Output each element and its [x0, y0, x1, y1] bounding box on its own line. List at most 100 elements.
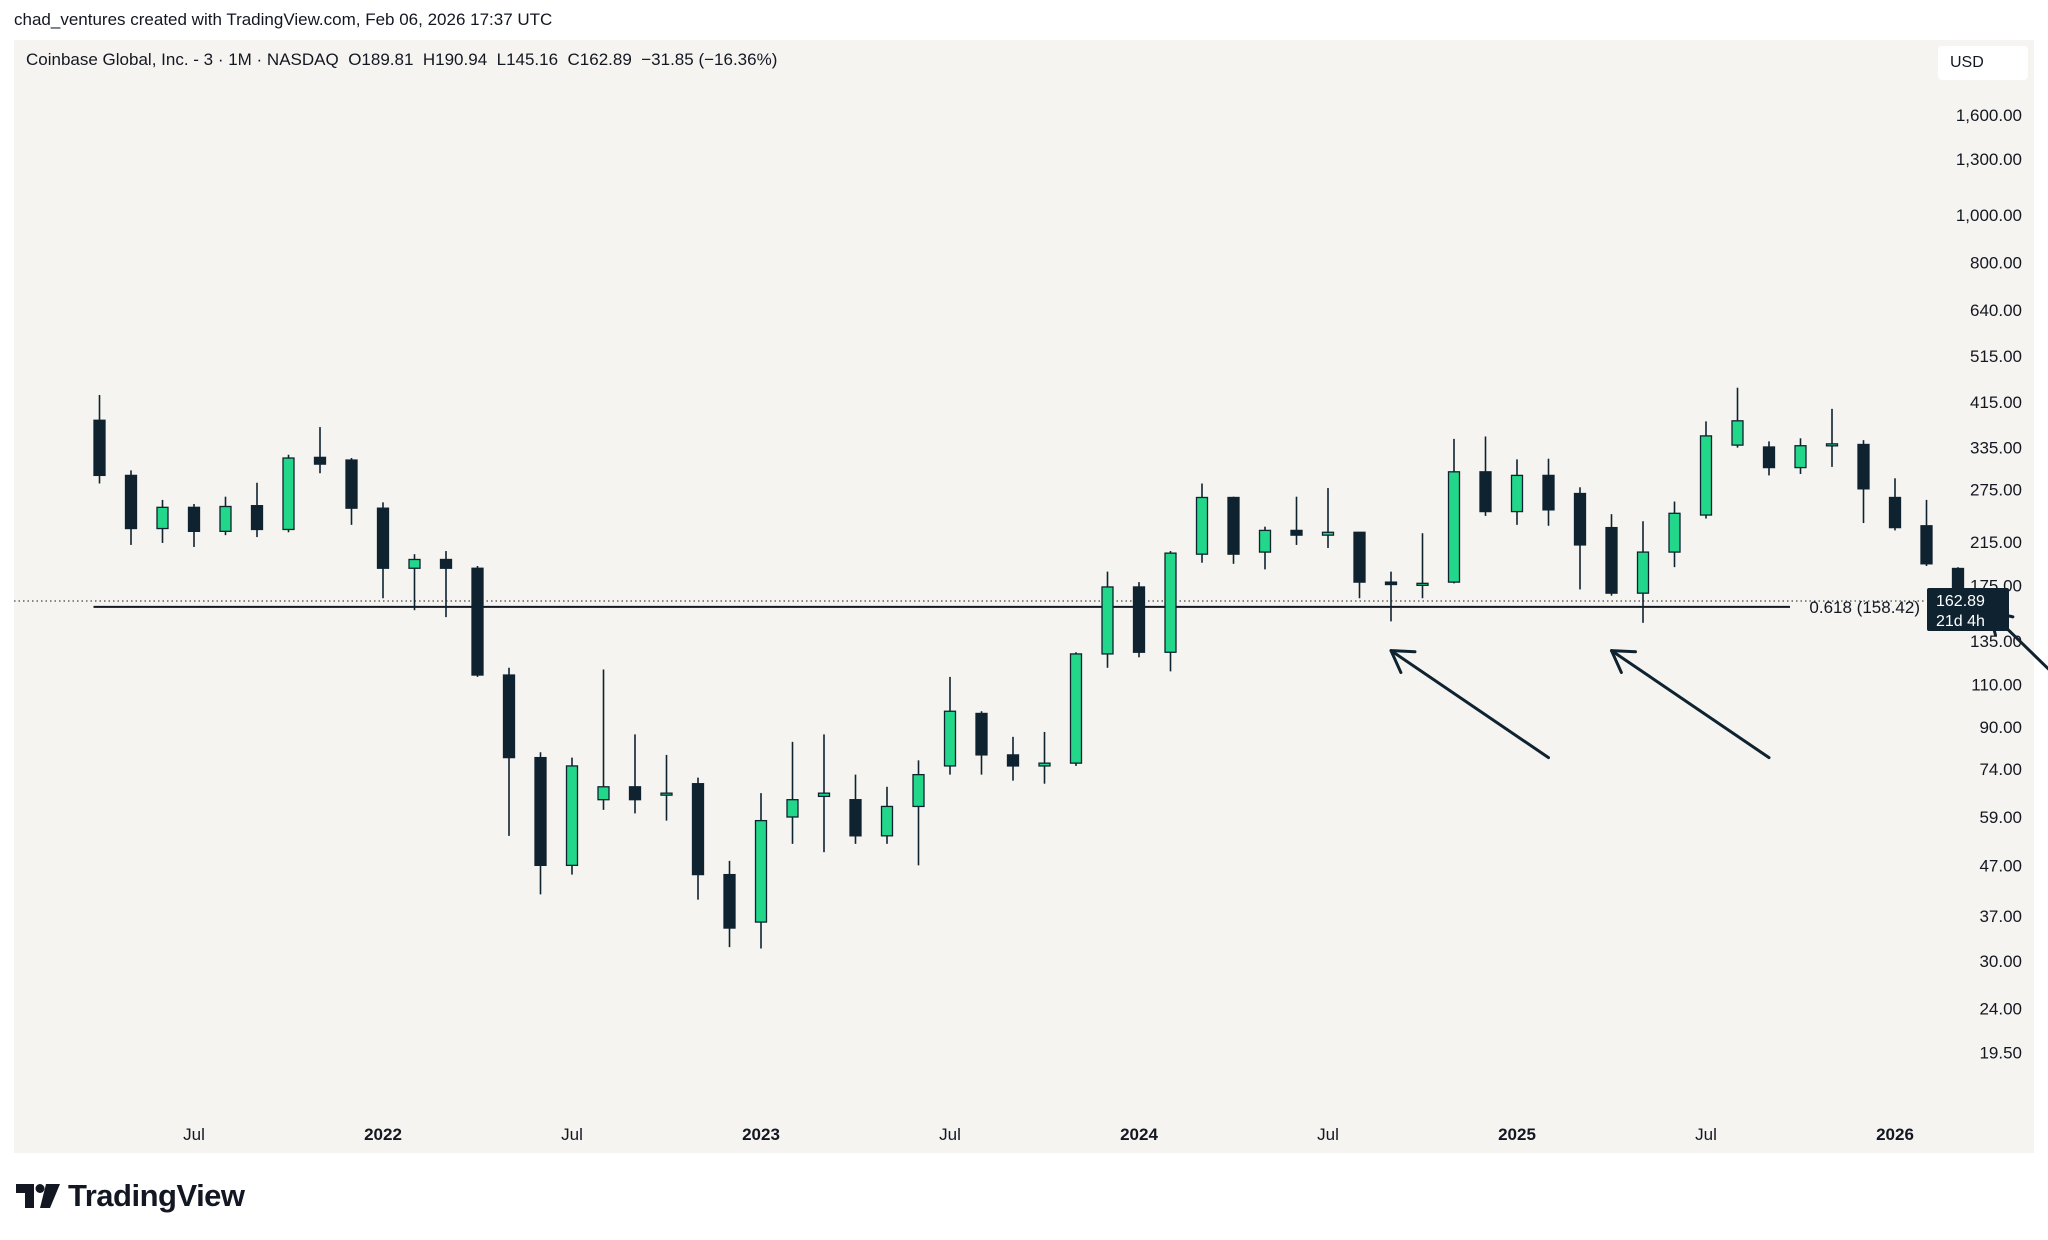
ohlc-high: H190.94	[422, 50, 488, 69]
time-axis[interactable]: Jul2022Jul2023Jul2024Jul2025Jul2026Jul20…	[183, 1125, 2048, 1144]
time-tick-label: Jul	[1317, 1125, 1339, 1144]
candle	[723, 860, 736, 948]
candle-body-down	[250, 505, 264, 531]
arrow-shaft	[1988, 610, 2048, 671]
price-axis[interactable]: 1,600.00 1,300.00 1,000.00 800.00 640.00 515.…	[1956, 106, 2022, 1062]
candle	[1668, 501, 1681, 568]
candle	[1605, 514, 1618, 596]
time-tick-label: Jul	[561, 1125, 583, 1144]
arrow-shaft	[1389, 649, 1550, 760]
candle	[1857, 440, 1870, 524]
tradingview-brand[interactable]: TradingView	[16, 1178, 245, 1214]
candle	[124, 470, 138, 545]
candle	[1888, 478, 1902, 531]
candle-body-up	[219, 505, 232, 532]
horizontal-lines	[14, 600, 1925, 608]
price-tick-label: 19.50	[1979, 1043, 2022, 1062]
candle-body-down	[1888, 496, 1902, 529]
candle	[1353, 531, 1366, 599]
candle-body-down	[849, 799, 862, 837]
candle	[1542, 458, 1555, 526]
candle-body-up	[156, 506, 169, 530]
candle	[408, 554, 421, 611]
candle-body-down	[1384, 581, 1398, 586]
candle-body-up	[408, 558, 421, 569]
candle-body-up	[1258, 529, 1272, 553]
candle	[943, 676, 957, 775]
candle	[1636, 521, 1650, 623]
candle-body-down	[534, 756, 547, 867]
candle-body-down	[1573, 492, 1587, 546]
symbol-legend: Coinbase Global, Inc. - 3 · 1M · NASDAQ …	[26, 50, 777, 70]
price-tick-label: 275.00	[1970, 481, 2022, 500]
price-tick-label: 24.00	[1979, 999, 2022, 1018]
annotation-arrow	[1610, 649, 1771, 760]
price-tick-label: 1,300.00	[1956, 150, 2022, 169]
candle-body-down	[1290, 529, 1303, 536]
candle	[880, 786, 894, 844]
candle-body-down	[628, 786, 642, 801]
price-tick-label: 59.00	[1979, 808, 2022, 827]
time-tick-label: Jul	[183, 1125, 205, 1144]
candle	[1069, 652, 1083, 766]
candle-body-down	[1227, 496, 1240, 555]
candle	[1384, 571, 1398, 622]
candle	[250, 482, 264, 538]
candle	[1290, 496, 1303, 545]
candle-body-up	[1668, 512, 1681, 553]
price-tick-label: 335.00	[1970, 439, 2022, 458]
candle-body-down	[1542, 474, 1555, 511]
candle	[786, 741, 799, 844]
candle	[156, 499, 169, 543]
candle-body-down	[502, 674, 516, 759]
candle	[1258, 526, 1272, 570]
candle	[849, 774, 862, 844]
candle-body-up	[1069, 653, 1083, 764]
candle-body-down	[471, 567, 484, 676]
candle	[754, 793, 768, 949]
arrow-head	[1389, 649, 1417, 674]
candle	[219, 496, 232, 536]
arrow-shaft	[1610, 649, 1771, 760]
price-tick-label: 47.00	[1979, 856, 2022, 875]
candle-body-up	[1731, 420, 1744, 446]
candle	[1321, 488, 1335, 548]
ohlc-low: L145.16	[496, 50, 559, 69]
time-tick-label: Jul	[939, 1125, 961, 1144]
price-tick-label: 800.00	[1970, 253, 2022, 272]
price-tick-label: 1,000.00	[1956, 206, 2022, 225]
candle-body-down	[691, 783, 705, 876]
ohlc-close: C162.89	[567, 50, 632, 69]
arrow-head	[1610, 649, 1637, 674]
chart-panel[interactable]	[14, 40, 2034, 1153]
candle	[534, 752, 547, 895]
candle-body-up	[1321, 531, 1335, 536]
candle-body-up	[1164, 552, 1177, 653]
candle-body-down	[345, 459, 358, 509]
ohlc-change: −31.85 (−16.36%)	[641, 50, 778, 69]
last-price-tag	[1927, 587, 2009, 631]
candle-body-up	[1447, 471, 1461, 583]
candle	[912, 760, 925, 866]
candle-body-up	[786, 799, 799, 818]
candle	[313, 427, 327, 474]
candle	[1699, 421, 1713, 519]
annotation-arrow	[1389, 649, 1550, 760]
candle-body-up	[597, 786, 610, 801]
candle-body-down	[1479, 471, 1492, 513]
candle	[1038, 731, 1051, 784]
time-tick-label: 2024	[1120, 1125, 1158, 1144]
candle-body-up	[1038, 762, 1051, 767]
brand-name: TradingView	[68, 1178, 245, 1213]
candle	[1825, 408, 1839, 467]
candle-body-up	[660, 792, 673, 796]
time-tick-label: 2022	[364, 1125, 402, 1144]
candle	[1447, 438, 1461, 584]
candle-body-up	[754, 819, 768, 923]
currency-selector[interactable]: USD	[1938, 46, 2028, 80]
candle	[1731, 387, 1744, 448]
last-price-value: 162.89	[1936, 593, 1985, 610]
time-tick-label: 2025	[1498, 1125, 1536, 1144]
candle-body-up	[1636, 551, 1650, 594]
